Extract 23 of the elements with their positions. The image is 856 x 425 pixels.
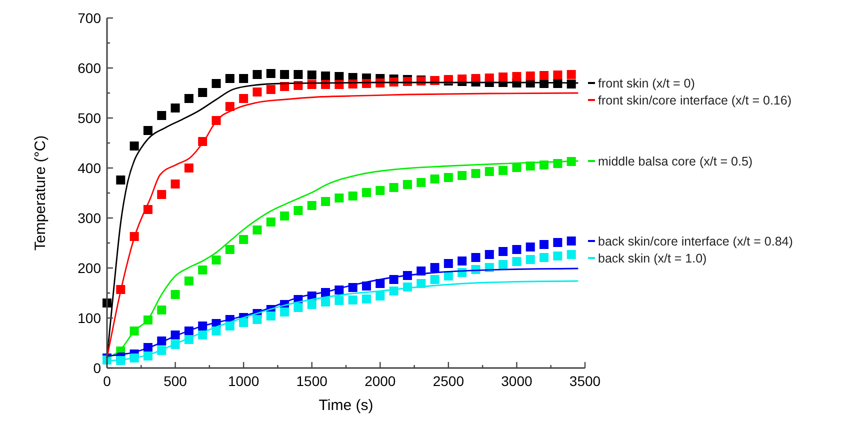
y-tick-label: 300 (78, 210, 102, 226)
y-axis-title: Temperature (°C) (32, 135, 49, 251)
x-tick-label: 2000 (364, 373, 396, 389)
legend-label: front skin/core interface (x/t = 0.16) (598, 93, 792, 108)
legend-label: front skin (x/t = 0) (598, 76, 695, 90)
y-tick-label: 0 (93, 360, 102, 376)
y-tick-label: 500 (78, 110, 102, 126)
x-tick-label: 1500 (296, 373, 328, 389)
y-tick-label: 400 (78, 160, 102, 176)
y-tick-label: 600 (78, 60, 102, 76)
y-tick-label: 200 (78, 260, 102, 276)
y-tick-label: 100 (78, 310, 102, 326)
y-tick-label: 700 (78, 10, 102, 26)
legend-label: back skin (x/t = 1.0) (598, 251, 707, 266)
x-tick-label: 500 (164, 373, 188, 389)
x-tick-label: 2500 (432, 373, 464, 389)
x-tick-label: 0 (103, 373, 112, 389)
x-axis-title: Time (s) (318, 397, 374, 414)
legend-label: middle balsa core (x/t = 0.5) (598, 154, 753, 168)
x-tick-label: 3000 (501, 373, 532, 389)
x-tick-label: 1000 (228, 373, 260, 389)
x-tick-label: 3500 (569, 373, 601, 389)
legend-label: back skin/core interface (x/t = 0.84) (598, 234, 793, 248)
